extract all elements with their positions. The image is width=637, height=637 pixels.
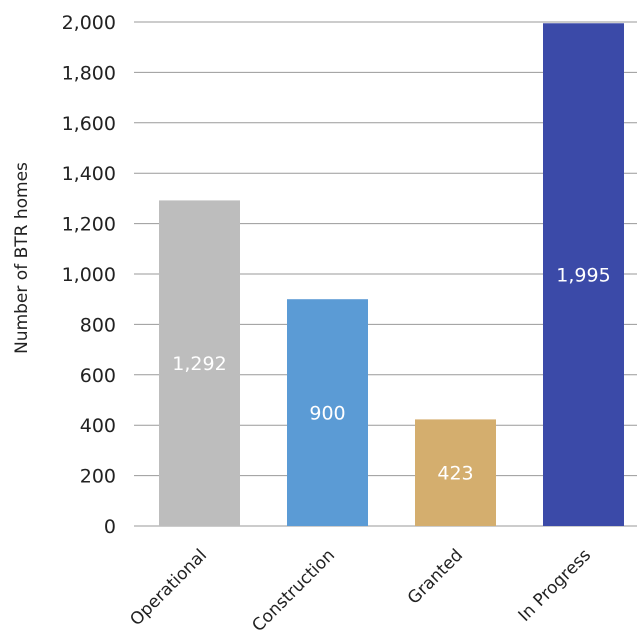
bar-construction — [287, 299, 368, 526]
x-axis-categories: Operational Construction Granted In Progres… — [126, 545, 595, 636]
y-tick-label: 400 — [80, 415, 116, 437]
y-tick-label: 0 — [104, 516, 116, 538]
bar-in-progress — [543, 23, 624, 526]
category-label: In Progress — [515, 545, 596, 626]
data-label: 423 — [437, 463, 473, 485]
data-label: 1,995 — [556, 265, 610, 287]
y-tick-label: 1,800 — [62, 62, 116, 84]
bars — [159, 23, 624, 526]
y-tick-label: 200 — [80, 466, 116, 488]
y-tick-label: 1,000 — [62, 264, 116, 286]
bar-granted — [415, 419, 496, 526]
category-label: Granted — [404, 545, 467, 608]
category-label: Construction — [248, 545, 339, 636]
data-labels: 1,292 900 423 1,995 — [172, 265, 610, 485]
data-label: 1,292 — [172, 353, 226, 375]
y-tick-label: 1,200 — [62, 214, 116, 236]
bar-operational — [159, 200, 240, 526]
y-tick-label: 2,000 — [62, 12, 116, 34]
data-label: 900 — [309, 403, 345, 425]
y-axis-ticks: 0 200 400 600 800 1,000 1,200 1,400 1,600 1,800 2,… — [62, 12, 116, 538]
y-tick-label: 1,400 — [62, 163, 116, 185]
y-tick-label: 800 — [80, 314, 116, 336]
y-tick-label: 600 — [80, 365, 116, 387]
category-label: Operational — [126, 545, 211, 630]
y-tick-label: 1,600 — [62, 113, 116, 135]
y-axis-label: Number of BTR homes — [12, 162, 32, 354]
